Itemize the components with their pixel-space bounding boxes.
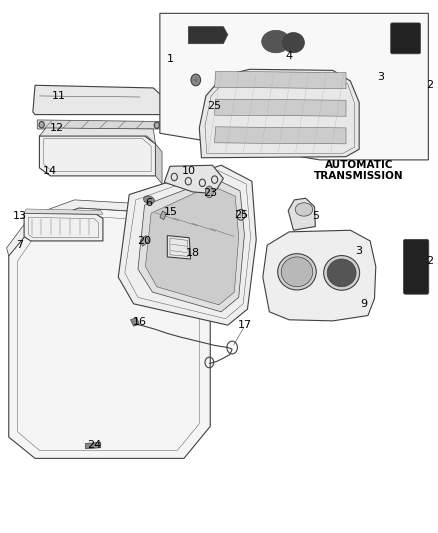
Text: 17: 17 <box>238 320 252 330</box>
Text: 7: 7 <box>16 240 23 250</box>
Polygon shape <box>39 136 155 176</box>
Polygon shape <box>7 200 210 277</box>
Text: 23: 23 <box>203 188 217 198</box>
Text: 3: 3 <box>356 246 363 255</box>
Text: 25: 25 <box>208 101 222 110</box>
Text: 1: 1 <box>167 54 174 63</box>
Text: 25: 25 <box>234 210 248 220</box>
Text: 24: 24 <box>87 440 101 450</box>
Polygon shape <box>263 230 376 321</box>
Text: 15: 15 <box>164 207 178 217</box>
Text: 10: 10 <box>181 166 195 175</box>
FancyBboxPatch shape <box>403 239 429 294</box>
Polygon shape <box>155 144 162 184</box>
Circle shape <box>39 122 44 128</box>
Polygon shape <box>140 236 149 246</box>
Polygon shape <box>24 209 103 214</box>
Polygon shape <box>33 85 162 115</box>
Ellipse shape <box>281 257 313 287</box>
Text: 18: 18 <box>186 248 200 258</box>
Ellipse shape <box>278 254 316 290</box>
Polygon shape <box>9 208 210 458</box>
Ellipse shape <box>324 256 360 290</box>
Text: 2: 2 <box>426 256 433 266</box>
Text: 11: 11 <box>52 91 66 101</box>
Polygon shape <box>215 71 346 88</box>
Text: 2: 2 <box>426 80 433 90</box>
Circle shape <box>154 122 159 128</box>
Text: 6: 6 <box>145 198 152 207</box>
Text: 12: 12 <box>50 123 64 133</box>
Ellipse shape <box>295 203 313 216</box>
Polygon shape <box>131 318 139 326</box>
Polygon shape <box>188 27 228 44</box>
Text: 3: 3 <box>378 72 385 82</box>
Ellipse shape <box>144 196 154 204</box>
Text: 4: 4 <box>286 51 293 61</box>
Polygon shape <box>199 69 359 158</box>
Text: 16: 16 <box>133 318 147 327</box>
Polygon shape <box>164 165 223 193</box>
Circle shape <box>191 74 201 86</box>
Text: 20: 20 <box>138 236 152 246</box>
Polygon shape <box>39 128 155 144</box>
Ellipse shape <box>205 186 213 198</box>
Text: 13: 13 <box>13 211 27 221</box>
Polygon shape <box>85 442 101 449</box>
Polygon shape <box>145 185 239 305</box>
Polygon shape <box>24 213 103 241</box>
Polygon shape <box>118 165 256 325</box>
Polygon shape <box>167 236 191 259</box>
Ellipse shape <box>327 259 356 287</box>
Polygon shape <box>160 13 428 160</box>
Polygon shape <box>215 99 346 116</box>
Ellipse shape <box>283 33 304 53</box>
Polygon shape <box>288 198 315 230</box>
Text: AUTOMATIC
TRANSMISSION: AUTOMATIC TRANSMISSION <box>314 160 404 181</box>
Polygon shape <box>37 120 164 129</box>
Text: 14: 14 <box>43 166 57 175</box>
Text: 9: 9 <box>360 299 367 309</box>
Text: 5: 5 <box>312 211 319 221</box>
Polygon shape <box>215 127 346 144</box>
Polygon shape <box>138 179 244 312</box>
FancyBboxPatch shape <box>391 23 420 54</box>
Ellipse shape <box>261 30 290 53</box>
Polygon shape <box>160 211 166 220</box>
